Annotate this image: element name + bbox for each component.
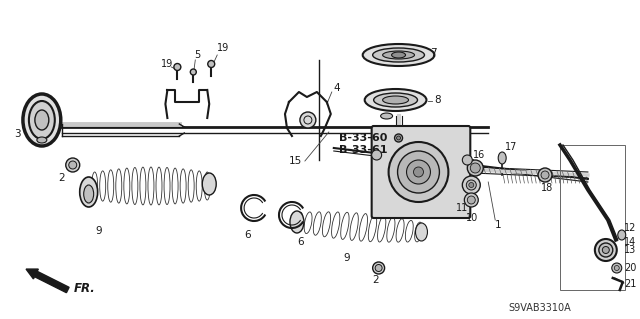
Ellipse shape [290, 211, 304, 233]
Ellipse shape [372, 48, 424, 62]
Ellipse shape [595, 239, 617, 261]
Text: 1: 1 [495, 220, 502, 230]
Ellipse shape [469, 182, 474, 188]
Ellipse shape [541, 171, 549, 179]
Text: 2: 2 [58, 173, 65, 183]
Ellipse shape [68, 161, 77, 169]
Ellipse shape [614, 265, 620, 271]
Ellipse shape [395, 134, 403, 142]
Ellipse shape [612, 263, 621, 273]
Ellipse shape [467, 180, 476, 190]
Ellipse shape [29, 101, 55, 139]
Text: 7: 7 [431, 48, 437, 58]
Ellipse shape [174, 63, 181, 70]
Ellipse shape [372, 150, 381, 160]
Ellipse shape [538, 168, 552, 182]
Ellipse shape [208, 61, 215, 68]
Text: 6: 6 [297, 237, 303, 247]
Ellipse shape [470, 163, 480, 173]
Text: 11: 11 [456, 203, 468, 213]
Ellipse shape [375, 264, 382, 271]
Text: FR.: FR. [74, 281, 95, 294]
Bar [560, 145, 625, 290]
Text: 10: 10 [467, 213, 479, 223]
Text: 5: 5 [195, 50, 200, 60]
Ellipse shape [300, 112, 316, 128]
Ellipse shape [190, 69, 196, 75]
Text: 13: 13 [624, 245, 636, 255]
Ellipse shape [388, 142, 449, 202]
Ellipse shape [462, 176, 480, 194]
Ellipse shape [383, 96, 408, 104]
Text: 19: 19 [161, 59, 173, 69]
Ellipse shape [498, 152, 506, 164]
Ellipse shape [381, 113, 392, 119]
Ellipse shape [84, 185, 93, 203]
Ellipse shape [37, 137, 47, 143]
Ellipse shape [202, 173, 216, 195]
Text: 18: 18 [541, 183, 554, 193]
Text: 19: 19 [217, 43, 230, 53]
Text: 4: 4 [334, 83, 340, 93]
Ellipse shape [35, 110, 49, 130]
Text: 21: 21 [625, 279, 637, 289]
Ellipse shape [413, 167, 424, 177]
Ellipse shape [80, 177, 98, 207]
Text: 3: 3 [14, 129, 20, 139]
Ellipse shape [599, 243, 612, 257]
Text: 16: 16 [474, 150, 486, 160]
Text: 6: 6 [244, 230, 251, 240]
Text: B-33-61: B-33-61 [339, 145, 387, 155]
Ellipse shape [372, 262, 385, 274]
Text: B-33-60: B-33-60 [339, 133, 387, 143]
Ellipse shape [363, 44, 435, 66]
Text: 2: 2 [372, 275, 380, 285]
Text: 17: 17 [505, 142, 518, 152]
Ellipse shape [467, 196, 476, 204]
Ellipse shape [365, 89, 426, 111]
Text: 9: 9 [95, 226, 102, 236]
Ellipse shape [374, 93, 417, 107]
Text: 8: 8 [435, 95, 441, 105]
Ellipse shape [383, 51, 415, 59]
Ellipse shape [415, 223, 428, 241]
Text: 12: 12 [624, 223, 636, 233]
Ellipse shape [392, 52, 406, 58]
Ellipse shape [467, 160, 483, 176]
Ellipse shape [602, 247, 609, 254]
Text: 15: 15 [289, 156, 302, 166]
Ellipse shape [462, 155, 472, 165]
Ellipse shape [66, 158, 80, 172]
Ellipse shape [618, 230, 626, 240]
Ellipse shape [406, 160, 431, 184]
FancyBboxPatch shape [372, 126, 470, 218]
Ellipse shape [397, 136, 401, 140]
Text: 20: 20 [625, 263, 637, 273]
Text: 14: 14 [624, 237, 636, 247]
Text: S9VAB3310A: S9VAB3310A [508, 303, 571, 313]
Ellipse shape [465, 193, 478, 207]
Ellipse shape [23, 94, 61, 146]
FancyArrow shape [26, 269, 69, 293]
Text: 9: 9 [344, 253, 350, 263]
Ellipse shape [397, 151, 440, 193]
